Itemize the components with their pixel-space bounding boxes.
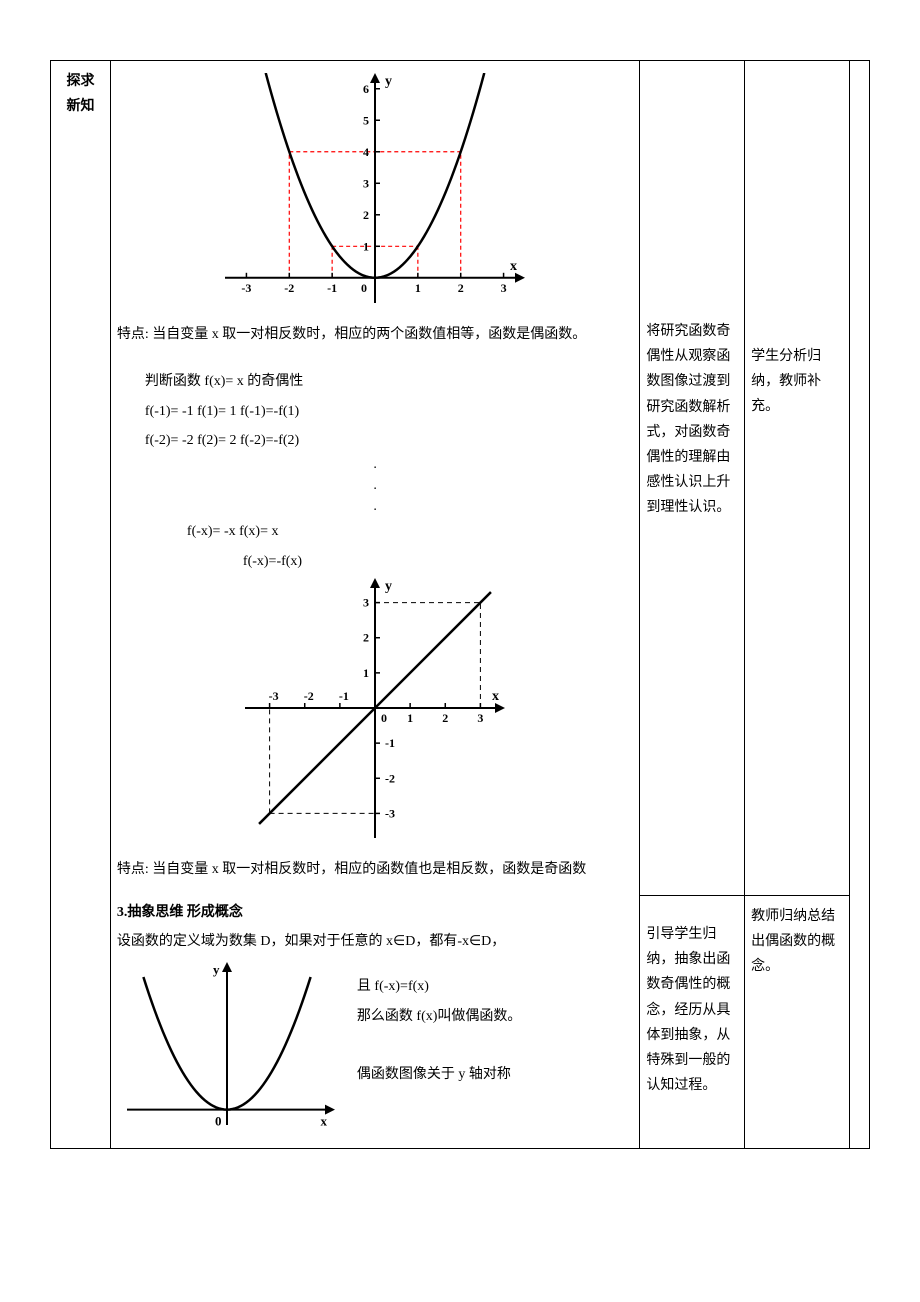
feature2: 特点: 当自变量 x 取一对相反数时，相应的函数值也是相反数，函数是奇函数 <box>117 857 633 882</box>
svg-text:1: 1 <box>407 711 413 725</box>
svg-text:-2: -2 <box>385 771 395 785</box>
activity-cell-2: 教师归纳总结出偶函数的概念。 <box>745 895 850 1148</box>
chart3-svg: x y 0 <box>117 960 337 1130</box>
activity-block1: 学生分析归纳，教师补充。 <box>751 344 843 420</box>
svg-text:-3: -3 <box>385 806 395 820</box>
last-cell <box>849 61 869 1149</box>
svg-text:y: y <box>213 962 220 977</box>
concept-line <box>357 1033 633 1058</box>
stage-line1: 探求 <box>57 69 104 94</box>
activity-block2: 教师归纳总结出偶函数的概念。 <box>751 904 843 980</box>
svg-text:6: 6 <box>363 82 369 96</box>
svg-text:-1: -1 <box>385 736 395 750</box>
svg-text:y: y <box>385 579 392 594</box>
judge-line: . <box>117 478 633 495</box>
svg-text:3: 3 <box>478 711 484 725</box>
svg-text:1: 1 <box>415 281 421 295</box>
content-cell: -3 -2 -1 1 2 3 1 2 3 4 5 6 x y 0 特点: 当自变量 x 取一对相反数时，相应… <box>110 61 639 1149</box>
svg-text:0: 0 <box>381 711 387 725</box>
svg-text:0: 0 <box>361 281 367 295</box>
svg-text:2: 2 <box>442 711 448 725</box>
concept-lines: 且 f(-x)=f(x) 那么函数 f(x)叫做偶函数。 偶函数图像关于 y 轴对… <box>357 960 633 1091</box>
svg-text:-2: -2 <box>304 689 314 703</box>
judge-line: f(-1)= -1 f(1)= 1 f(-1)=-f(1) <box>117 399 633 424</box>
judge-line: . <box>117 499 633 516</box>
chart1-svg: -3 -2 -1 1 2 3 1 2 3 4 5 6 x y 0 <box>225 73 525 303</box>
feature1: 特点: 当自变量 x 取一对相反数时，相应的两个函数值相等，函数是偶函数。 <box>117 322 633 347</box>
judge-line: . <box>117 457 633 474</box>
svg-text:x: x <box>510 259 517 274</box>
svg-text:-2: -2 <box>284 281 294 295</box>
svg-text:y: y <box>385 74 392 89</box>
judge-line: f(-2)= -2 f(2)= 2 f(-2)=-f(2) <box>117 428 633 453</box>
intent-block2: 引导学生归纳，抽象出函数奇偶性的概念，经历从具体到抽象，从特殊到一般的认知过程。 <box>646 922 738 1098</box>
judge-lines: f(-1)= -1 f(1)= 1 f(-1)=-f(1) f(-2)= -2 f… <box>117 399 633 574</box>
section3-intro: 设函数的定义域为数集 D，如果对于任意的 x∈D，都有-x∈D， <box>117 929 633 954</box>
svg-text:3: 3 <box>501 281 507 295</box>
judge-title: 判断函数 f(x)= x 的奇偶性 <box>117 369 633 394</box>
svg-text:2: 2 <box>363 208 369 222</box>
svg-text:0: 0 <box>215 1114 222 1129</box>
svg-text:-3: -3 <box>269 689 279 703</box>
judge-line: f(-x)= -x f(x)= x <box>117 519 633 544</box>
svg-text:-1: -1 <box>339 689 349 703</box>
stage-line2: 新知 <box>57 94 104 119</box>
judge-line: f(-x)=-f(x) <box>117 549 633 574</box>
concept-line: 偶函数图像关于 y 轴对称 <box>357 1062 633 1087</box>
svg-text:3: 3 <box>363 595 369 609</box>
intent-cell-1: 将研究函数奇偶性从观察函数图像过渡到研究函数解析式，对函数奇偶性的理解由感性认识… <box>640 61 745 896</box>
intent-block1: 将研究函数奇偶性从观察函数图像过渡到研究函数解析式，对函数奇偶性的理解由感性认识… <box>646 319 738 521</box>
svg-text:-3: -3 <box>242 281 252 295</box>
chart-even-concept: x y 0 <box>117 960 337 1139</box>
intent-cell-2: 引导学生归纳，抽象出函数奇偶性的概念，经历从具体到抽象，从特殊到一般的认知过程。 <box>640 895 745 1148</box>
svg-text:2: 2 <box>363 630 369 644</box>
svg-text:-1: -1 <box>327 281 337 295</box>
concept-line: 那么函数 f(x)叫做偶函数。 <box>357 1004 633 1029</box>
chart-parabola: -3 -2 -1 1 2 3 1 2 3 4 5 6 x y 0 <box>117 73 633 312</box>
svg-text:2: 2 <box>458 281 464 295</box>
stage-cell: 探求 新知 <box>51 61 111 1149</box>
svg-text:x: x <box>492 689 499 704</box>
section3-title: 3.抽象思维 形成概念 <box>117 900 633 925</box>
lesson-table: 探求 新知 -3 -2 -1 1 2 3 1 2 3 4 5 6 x y 0 特点: 当自变量 x 取一对相… <box>50 60 870 1149</box>
concept-line: 且 f(-x)=f(x) <box>357 974 633 999</box>
svg-text:1: 1 <box>363 666 369 680</box>
svg-text:4: 4 <box>363 145 369 159</box>
chart-line: -3-2-1123-3-2-1123xy0 <box>117 578 633 847</box>
chart2-svg: -3-2-1123-3-2-1123xy0 <box>245 578 505 838</box>
svg-text:3: 3 <box>363 176 369 190</box>
svg-text:5: 5 <box>363 113 369 127</box>
svg-text:x: x <box>320 1114 327 1129</box>
activity-cell-1: 学生分析归纳，教师补充。 <box>745 61 850 896</box>
svg-text:1: 1 <box>363 239 369 253</box>
